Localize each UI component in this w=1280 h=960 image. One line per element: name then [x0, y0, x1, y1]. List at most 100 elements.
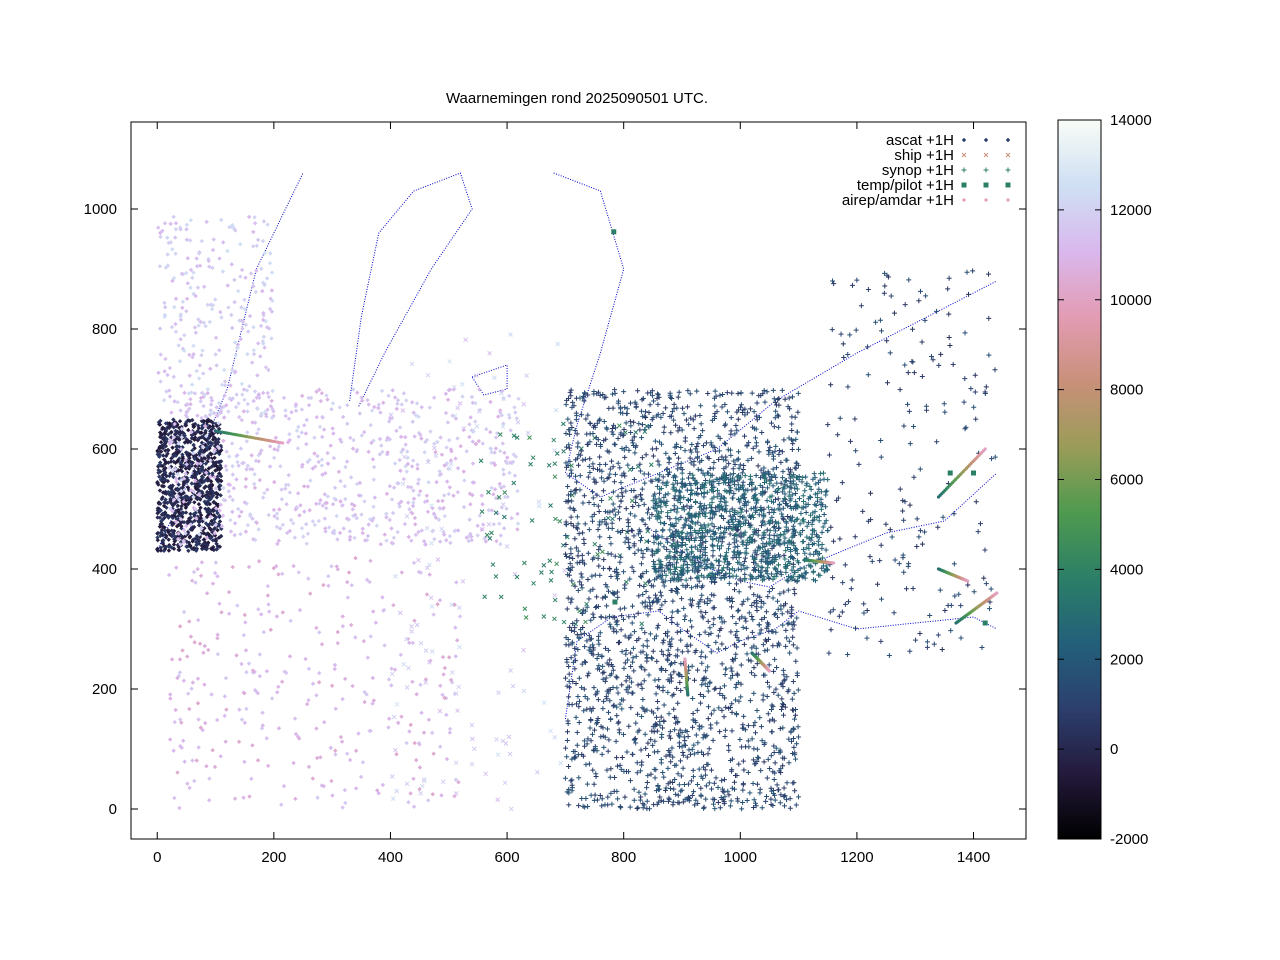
observation-point: [633, 720, 639, 726]
observation-point: [574, 455, 580, 461]
observation-point: [747, 698, 753, 704]
observation-point: [552, 616, 557, 622]
observation-point: [721, 683, 727, 689]
observation-point: [680, 750, 686, 756]
observation-point: [772, 524, 778, 530]
observation-point: [189, 429, 194, 435]
observation-point: [279, 487, 284, 492]
observation-point: [593, 771, 599, 777]
observation-point: [243, 275, 248, 280]
observation-point: [255, 373, 260, 378]
observation-point: [631, 568, 637, 574]
observation-point: [371, 515, 376, 521]
observation-point: [792, 570, 798, 576]
observation-point: [715, 633, 721, 639]
observation-point: [196, 745, 201, 750]
observation-point: [447, 533, 453, 539]
observation-point: [675, 542, 681, 548]
observation-point: [193, 510, 198, 516]
observation-point: [775, 787, 781, 793]
observation-point: [740, 624, 746, 630]
observation-point: [735, 608, 741, 614]
observation-point: [641, 471, 647, 477]
observation-point: [682, 435, 688, 441]
observation-point: [652, 738, 658, 744]
observation-point: [187, 534, 193, 539]
observation-point: [564, 397, 570, 403]
observation-point: [198, 319, 203, 325]
observation-point: [595, 697, 601, 703]
observation-point: [499, 390, 504, 396]
observation-point: [669, 588, 675, 594]
observation-point: [738, 694, 744, 700]
observation-point: [629, 690, 635, 696]
observation-point: [574, 605, 580, 611]
observation-point: [267, 306, 273, 312]
observation-point: [753, 413, 759, 419]
observation-point: [190, 539, 195, 544]
observation-point: [745, 596, 751, 602]
observation-point: [230, 472, 236, 477]
observation-point: [631, 737, 637, 743]
observation-point: [768, 753, 774, 759]
observation-point: [771, 749, 777, 755]
observation-point: [713, 393, 719, 399]
observation-point: [479, 527, 485, 532]
observation-point: [291, 521, 296, 526]
observation-point: [202, 516, 207, 522]
observation-point: [660, 769, 666, 775]
observation-point: [644, 798, 650, 804]
observation-point: [457, 400, 463, 406]
observation-point: [732, 697, 738, 703]
observation-point: [307, 457, 312, 463]
observation-point: [700, 676, 706, 682]
observation-point: [381, 400, 386, 405]
observation-point: [754, 746, 760, 752]
observation-point: [628, 430, 634, 436]
observation-point: [768, 420, 774, 426]
observation-point: [317, 630, 322, 635]
observation-point: [226, 611, 232, 616]
observation-point: [275, 447, 280, 453]
observation-point: [424, 565, 430, 571]
observation-point: [751, 797, 757, 803]
observation-point: [752, 672, 758, 678]
observation-point: [245, 401, 251, 407]
observation-point: [554, 561, 560, 567]
observation-point: [319, 457, 325, 462]
observation-point: [687, 634, 693, 640]
observation-point: [710, 605, 716, 611]
observation-point: [773, 496, 779, 502]
observation-point: [194, 256, 199, 261]
observation-point: [259, 266, 264, 272]
observation-point: [196, 323, 201, 328]
observation-point: [457, 644, 462, 650]
observation-point: [265, 763, 271, 769]
observation-point: [582, 391, 588, 397]
observation-point: [823, 547, 829, 553]
observation-point: [792, 485, 798, 491]
observation-point: [160, 511, 166, 517]
observation-point: [314, 389, 319, 394]
observation-point: [214, 491, 219, 496]
observation-point: [691, 789, 697, 795]
observation-point: [631, 434, 637, 440]
observation-point: [679, 427, 685, 433]
observation-point: [158, 449, 164, 454]
observation-point: [598, 614, 604, 620]
observation-point: [162, 525, 167, 530]
observation-point: [404, 469, 409, 474]
observation-point: [673, 653, 679, 659]
observation-point: [590, 495, 596, 501]
observation-point: [164, 473, 169, 479]
observation-point: [569, 596, 575, 602]
observation-point: [186, 548, 191, 553]
observation-point: [206, 258, 211, 264]
observation-point: [642, 731, 648, 737]
observation-point: [760, 391, 766, 397]
observation-point: [252, 472, 257, 477]
observation-point: [776, 413, 782, 419]
observation-point: [185, 281, 191, 286]
observation-point: [683, 542, 689, 548]
observation-point: [304, 521, 309, 527]
